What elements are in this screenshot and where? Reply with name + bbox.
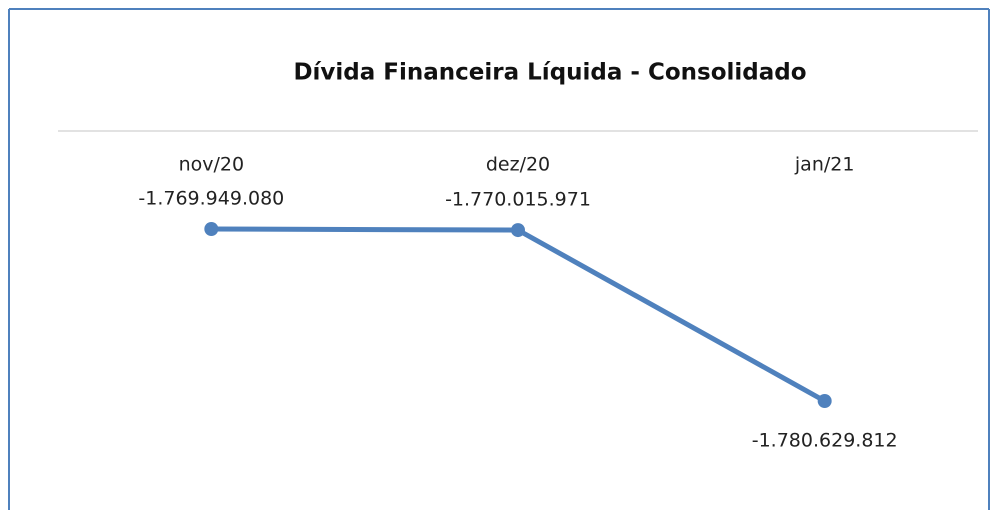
x-tick-label: jan/21	[794, 154, 855, 176]
data-label: -1.780.629.812	[752, 430, 898, 452]
point	[817, 394, 832, 408]
data-label: -1.770.015.971	[445, 189, 591, 211]
chart-title: Dívida Financeira Líquida - Consolidado	[293, 60, 806, 86]
x-tick-label: dez/20	[486, 154, 550, 176]
data-label: -1.769.949.080	[138, 188, 284, 210]
point	[204, 222, 219, 236]
point	[511, 223, 525, 238]
x-tick-label: nov/20	[179, 154, 245, 176]
